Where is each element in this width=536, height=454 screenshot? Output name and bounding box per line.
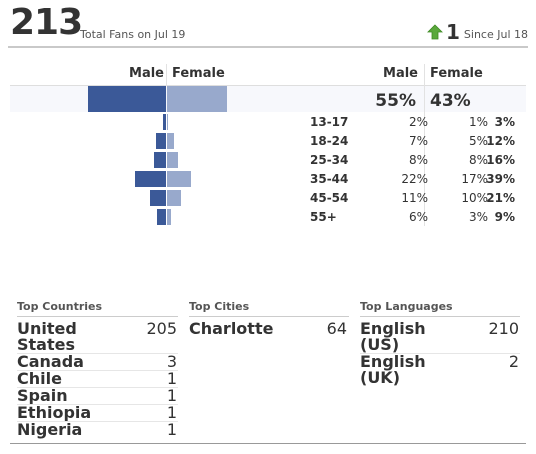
demographics-header-divider bbox=[10, 85, 526, 86]
age-label: 25-34 bbox=[310, 153, 349, 167]
age-45-54-male-bar bbox=[150, 190, 166, 206]
language-count: 2 bbox=[508, 352, 519, 371]
total-female-bar bbox=[167, 86, 227, 112]
language-name: English (UK) bbox=[360, 352, 426, 387]
column-divider bbox=[424, 64, 425, 226]
change-label: Since Jul 18 bbox=[463, 27, 528, 41]
top-cities-divider bbox=[189, 316, 349, 317]
age-total-percent: 9% bbox=[494, 210, 515, 224]
country-count: 1 bbox=[166, 420, 177, 439]
age-male-percent: 7% bbox=[408, 134, 428, 148]
age-45-54-female-bar bbox=[167, 190, 181, 206]
age-male-percent: 22% bbox=[401, 172, 428, 186]
age-55plus-female-bar bbox=[167, 209, 171, 225]
country-name: Spain bbox=[17, 386, 68, 405]
age-male-percent: 8% bbox=[408, 153, 428, 167]
top-countries-title: Top Countries bbox=[17, 300, 103, 313]
age-total-percent: 3% bbox=[494, 115, 515, 129]
female-header-left: Female bbox=[172, 66, 225, 81]
country-name: Canada bbox=[17, 352, 84, 371]
language-count: 210 bbox=[488, 319, 519, 338]
header-divider bbox=[8, 46, 528, 48]
top-languages-title: Top Languages bbox=[360, 300, 453, 313]
male-header-left: Male bbox=[129, 66, 164, 81]
age-label: 18-24 bbox=[310, 134, 349, 148]
top-cities-title: Top Cities bbox=[189, 300, 250, 313]
age-35-44-female-bar bbox=[167, 171, 191, 187]
age-55plus-male-bar bbox=[157, 209, 166, 225]
age-male-percent: 11% bbox=[401, 191, 428, 205]
age-label: 35-44 bbox=[310, 172, 349, 186]
city-count: 64 bbox=[326, 319, 347, 338]
age-female-percent: 5% bbox=[468, 134, 488, 148]
age-label: 45-54 bbox=[310, 191, 349, 205]
age-total-percent: 21% bbox=[486, 191, 515, 205]
country-name: Ethiopia bbox=[17, 403, 92, 422]
language-name: English (US) bbox=[360, 319, 426, 354]
change-count: 1 bbox=[445, 20, 460, 44]
total-male-percent: 55% bbox=[375, 91, 416, 111]
bar-column-divider bbox=[166, 64, 167, 86]
age-female-percent: 17% bbox=[461, 172, 488, 186]
age-male-percent: 6% bbox=[408, 210, 428, 224]
total-male-bar bbox=[88, 86, 166, 112]
country-count: 205 bbox=[146, 319, 177, 338]
row-divider bbox=[360, 353, 520, 354]
total-fans-count: 213 bbox=[10, 2, 83, 43]
country-name: Chile bbox=[17, 369, 62, 388]
age-female-percent: 10% bbox=[461, 191, 488, 205]
age-25-34-male-bar bbox=[154, 152, 166, 168]
country-count: 3 bbox=[166, 352, 177, 371]
country-count: 1 bbox=[166, 403, 177, 422]
top-countries-divider bbox=[17, 316, 178, 317]
age-13-17-female-bar bbox=[167, 114, 168, 130]
row-divider bbox=[17, 404, 178, 405]
age-female-percent: 1% bbox=[468, 115, 488, 129]
country-name: Nigeria bbox=[17, 420, 83, 439]
age-18-24-female-bar bbox=[167, 133, 174, 149]
age-label: 13-17 bbox=[310, 115, 349, 129]
age-female-percent: 8% bbox=[468, 153, 488, 167]
female-header-right: Female bbox=[430, 66, 483, 81]
top-languages-divider bbox=[360, 316, 520, 317]
age-35-44-male-bar bbox=[135, 171, 166, 187]
age-total-percent: 16% bbox=[486, 153, 515, 167]
country-count: 1 bbox=[166, 386, 177, 405]
city-name: Charlotte bbox=[189, 319, 274, 338]
age-25-34-female-bar bbox=[167, 152, 178, 168]
age-13-17-male-bar bbox=[163, 114, 166, 130]
footer-divider bbox=[10, 443, 526, 444]
country-name: United States bbox=[17, 319, 77, 354]
total-female-percent: 43% bbox=[430, 91, 471, 111]
age-male-percent: 2% bbox=[408, 115, 428, 129]
change-indicator: 1 Since Jul 18 bbox=[427, 20, 528, 44]
age-female-percent: 3% bbox=[468, 210, 488, 224]
country-count: 1 bbox=[166, 369, 177, 388]
row-divider bbox=[17, 421, 178, 422]
total-fans-label: Total Fans on Jul 19 bbox=[80, 28, 186, 41]
age-label: 55+ bbox=[310, 210, 337, 224]
age-total-percent: 12% bbox=[486, 134, 515, 148]
row-divider bbox=[17, 387, 178, 388]
age-total-percent: 39% bbox=[486, 172, 515, 186]
age-18-24-male-bar bbox=[156, 133, 166, 149]
up-arrow-icon bbox=[427, 24, 443, 40]
row-divider bbox=[17, 370, 178, 371]
male-header-right: Male bbox=[383, 66, 418, 81]
row-divider bbox=[17, 353, 178, 354]
